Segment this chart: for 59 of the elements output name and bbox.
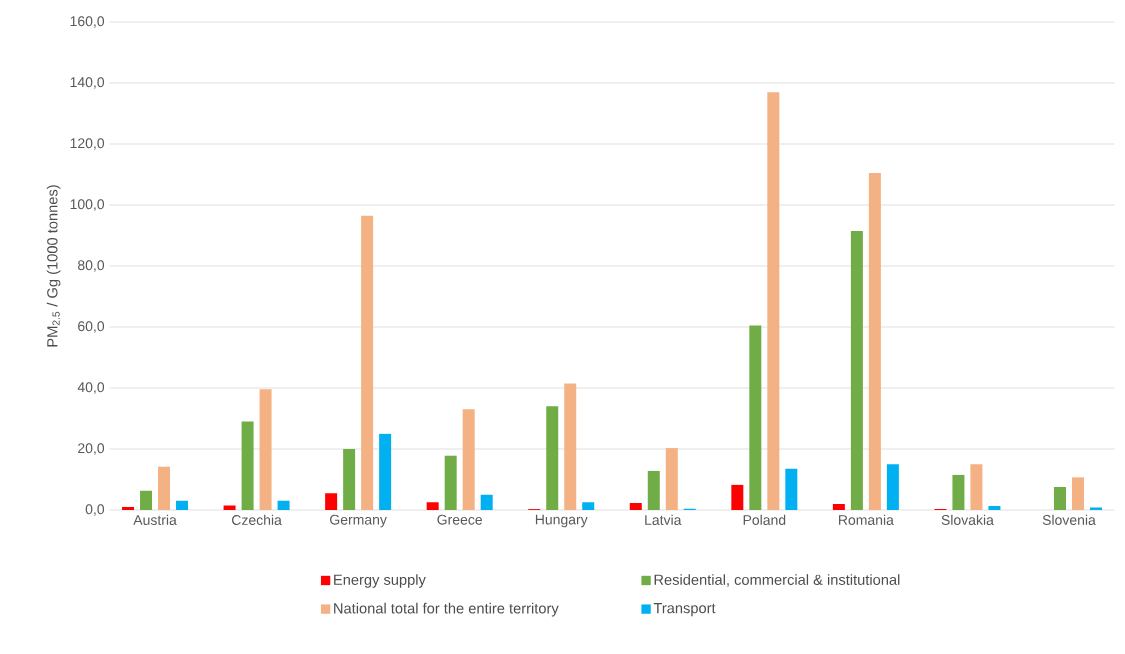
bar [952, 474, 965, 510]
bar [140, 490, 153, 510]
bar [122, 506, 135, 510]
y-tick-label: 60,0 [78, 321, 105, 333]
bar [343, 449, 356, 510]
bar [325, 493, 338, 510]
bar [582, 502, 595, 510]
legend-label: National total for the entire territory [334, 602, 559, 617]
x-tick-label: Slovenia [1042, 514, 1096, 525]
legend-label: Residential, commercial & institutional [654, 574, 900, 587]
bar [767, 92, 780, 510]
bar [850, 230, 863, 510]
y-tick-label: 160,0 [70, 16, 105, 28]
y-tick-label: 0,0 [85, 504, 105, 516]
x-tick-label: Greece [437, 514, 482, 525]
x-tick-label: Germany [330, 514, 387, 528]
legend-label: Transport [653, 603, 716, 617]
bar [241, 421, 254, 510]
bar [564, 383, 577, 510]
bar [749, 325, 762, 510]
bar [480, 494, 493, 510]
bar [988, 506, 1001, 510]
bar [868, 172, 881, 510]
bar [176, 500, 189, 510]
y-tick-label: 120,0 [70, 138, 105, 150]
bar [379, 433, 392, 510]
bar [223, 505, 236, 510]
y-tick-label: 40,0 [77, 382, 105, 394]
bar [647, 470, 660, 510]
y-tick-label: 80,0 [77, 260, 105, 272]
bar [1053, 487, 1066, 510]
x-tick-label: Czechia [232, 514, 282, 525]
y-tick-label: 100,0 [70, 199, 105, 211]
legend-label: Energy supply [334, 574, 426, 588]
bar [629, 502, 642, 510]
x-tick-label: Romania [839, 514, 894, 525]
y-axis-title: PM$_{2.5}$ / Gg (1000 tonnes) [46, 185, 61, 347]
bar [361, 215, 374, 510]
bar [970, 464, 983, 510]
bar [259, 389, 272, 510]
bar [277, 500, 290, 510]
bar [462, 409, 475, 510]
x-tick-label: Poland [743, 514, 786, 525]
bar [444, 455, 457, 510]
y-tick-label: 140,0 [70, 77, 105, 89]
bar [731, 484, 744, 510]
x-tick-label: Hungary [535, 514, 588, 528]
bar [158, 466, 171, 510]
bar [832, 503, 845, 510]
x-tick-label: Austria [133, 514, 177, 525]
bar [665, 448, 678, 510]
bar [785, 468, 798, 510]
bar [546, 406, 559, 510]
bar [886, 464, 899, 510]
x-tick-label: Slovakia [941, 514, 994, 525]
x-tick-label: Latvia [645, 514, 682, 525]
bar [426, 502, 439, 510]
y-tick-label: 20,0 [78, 443, 105, 455]
bar [1071, 477, 1084, 510]
